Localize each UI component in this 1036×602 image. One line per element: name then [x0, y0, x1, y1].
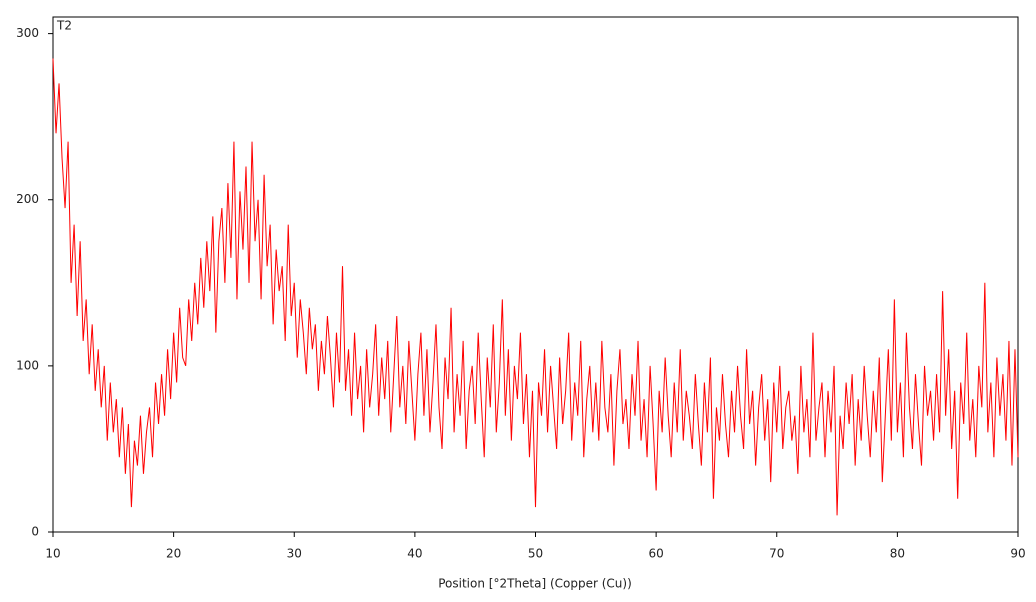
- x-axis-title: Position [°2Theta] (Copper (Cu)): [438, 577, 632, 591]
- y-tick-label: 100: [16, 358, 39, 372]
- plot-frame: [52, 16, 1019, 533]
- x-tick-label: 70: [769, 547, 784, 561]
- y-tick-label: 0: [31, 525, 39, 539]
- y-tick-label: 200: [16, 192, 39, 206]
- x-tick-label: 10: [45, 547, 60, 561]
- x-tick-label: 30: [287, 547, 302, 561]
- x-tick-label: 90: [1010, 547, 1025, 561]
- annotation: T2: [56, 19, 72, 33]
- data-line: [52, 58, 1019, 516]
- x-tick-label: 50: [528, 547, 543, 561]
- y-tick-label: 300: [16, 26, 39, 40]
- x-tick-label: 80: [890, 547, 905, 561]
- x-tick-label: 60: [648, 547, 663, 561]
- x-tick-label: 20: [166, 547, 181, 561]
- x-tick-label: 40: [407, 547, 422, 561]
